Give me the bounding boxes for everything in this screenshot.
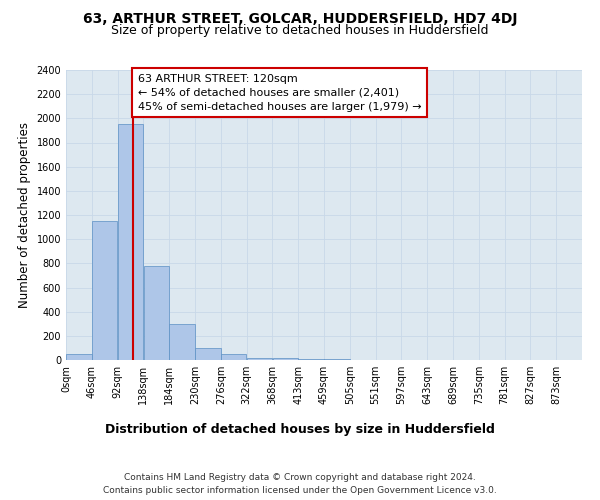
Text: Contains public sector information licensed under the Open Government Licence v3: Contains public sector information licen… xyxy=(103,486,497,495)
Bar xyxy=(92,221,118,360)
Bar xyxy=(272,358,298,360)
Bar xyxy=(66,354,92,360)
Text: Contains HM Land Registry data © Crown copyright and database right 2024.: Contains HM Land Registry data © Crown c… xyxy=(124,472,476,482)
Text: 63, ARTHUR STREET, GOLCAR, HUDDERSFIELD, HD7 4DJ: 63, ARTHUR STREET, GOLCAR, HUDDERSFIELD,… xyxy=(83,12,517,26)
Bar xyxy=(247,358,272,360)
Bar xyxy=(143,266,169,360)
Bar xyxy=(169,324,195,360)
Bar xyxy=(221,354,247,360)
Bar xyxy=(195,348,221,360)
Y-axis label: Number of detached properties: Number of detached properties xyxy=(18,122,31,308)
Text: Distribution of detached houses by size in Huddersfield: Distribution of detached houses by size … xyxy=(105,422,495,436)
Text: 63 ARTHUR STREET: 120sqm
← 54% of detached houses are smaller (2,401)
45% of sem: 63 ARTHUR STREET: 120sqm ← 54% of detach… xyxy=(138,74,421,112)
Text: Size of property relative to detached houses in Huddersfield: Size of property relative to detached ho… xyxy=(111,24,489,37)
Bar xyxy=(118,124,143,360)
